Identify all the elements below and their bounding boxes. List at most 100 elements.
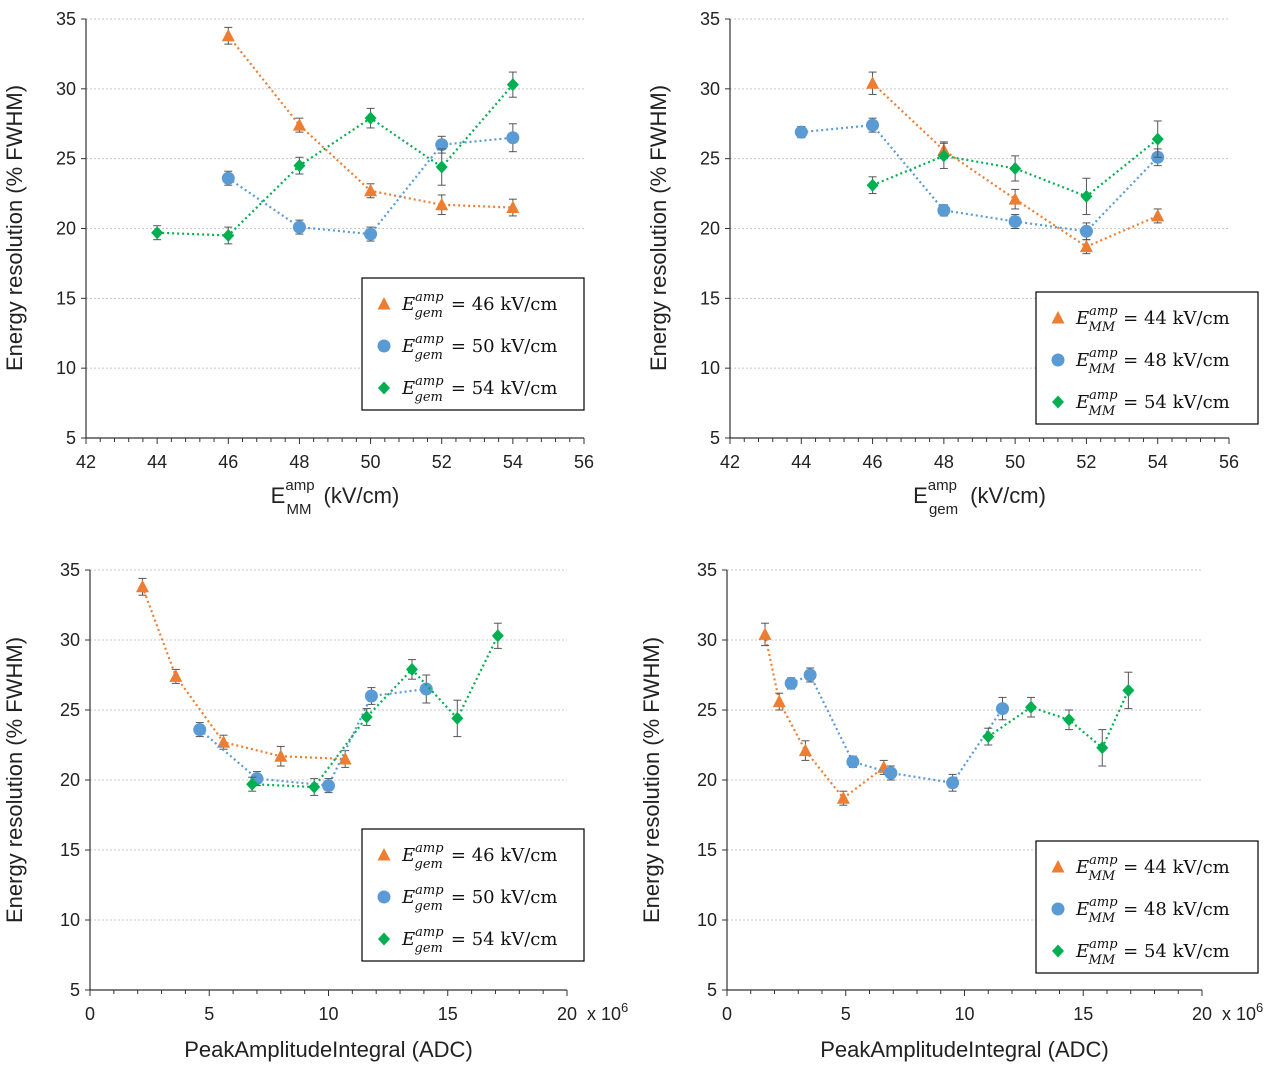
legend-label-main: E bbox=[401, 887, 415, 908]
chart-panel-2: 5 10 15 20 25 30 35 42 44 46 48 50 52 54 56 Energy reso… bbox=[646, 9, 1259, 518]
y-tick-label: 15 bbox=[700, 288, 720, 308]
x-axis-title: PeakAmplitudeIntegral (ADC) bbox=[820, 1037, 1109, 1062]
legend-label-sup: amp bbox=[415, 290, 444, 305]
series-1 bbox=[758, 622, 891, 806]
legend-box bbox=[1035, 291, 1259, 425]
data-point bbox=[338, 752, 352, 765]
series-line bbox=[157, 83, 514, 237]
data-point bbox=[1096, 741, 1109, 755]
y-tick-label: 5 bbox=[710, 428, 720, 448]
legend-label-value: = 54 kV/cm bbox=[1123, 941, 1230, 962]
legend-label-sub: gem bbox=[415, 390, 443, 405]
y-tick-label: 15 bbox=[56, 288, 76, 308]
series-2 bbox=[193, 674, 433, 794]
legend-label-sub: MM bbox=[1088, 362, 1116, 377]
data-point bbox=[1008, 215, 1022, 229]
x-multiplier: x 106 bbox=[587, 1000, 628, 1024]
data-point bbox=[1080, 189, 1093, 203]
legend-label-main: E bbox=[1075, 941, 1089, 962]
x-tick-label: 44 bbox=[147, 452, 167, 472]
series-line bbox=[198, 687, 427, 787]
x-tick-label: 54 bbox=[1148, 452, 1168, 472]
legend-label: Eamp MM = 54 kV/cm bbox=[1075, 937, 1230, 968]
data-point bbox=[1079, 224, 1093, 238]
legend-label-sub: MM bbox=[1088, 320, 1116, 335]
y-tick-label: 25 bbox=[56, 149, 76, 169]
x-tick-label: 20 bbox=[1192, 1004, 1212, 1024]
legend-label-value: = 50 kV/cm bbox=[451, 887, 558, 908]
y-tick-label: 30 bbox=[700, 79, 720, 99]
legend-label-value: = 50 kV/cm bbox=[451, 336, 558, 357]
legend-label-sup: amp bbox=[1089, 346, 1118, 361]
legend-label: Eamp MM = 48 kV/cm bbox=[1075, 346, 1230, 377]
legend-label-value: = 44 kV/cm bbox=[1123, 857, 1230, 878]
data-point bbox=[292, 220, 306, 234]
legend-label-sub: gem bbox=[415, 941, 443, 956]
series-1 bbox=[866, 71, 1165, 255]
x-tick-label: 50 bbox=[361, 452, 381, 472]
y-tick-label: 10 bbox=[700, 358, 720, 378]
y-tick-label: 10 bbox=[697, 910, 717, 930]
y-tick-label: 35 bbox=[56, 9, 76, 29]
y-tick-label: 15 bbox=[697, 840, 717, 860]
legend-label-value: = 54 kV/cm bbox=[451, 929, 558, 950]
data-point bbox=[937, 149, 950, 163]
legend-marker bbox=[377, 848, 391, 861]
legend-marker bbox=[378, 381, 390, 395]
legend-label: Eamp gem = 54 kV/cm bbox=[401, 374, 557, 405]
series-line bbox=[872, 138, 1159, 198]
x-axis-title-main: E bbox=[271, 483, 286, 508]
x-axis-title: PeakAmplitudeIntegral (ADC) bbox=[184, 1037, 473, 1062]
x-tick-label: 15 bbox=[1073, 1004, 1093, 1024]
data-point bbox=[803, 668, 817, 682]
series-line bbox=[252, 635, 499, 789]
data-point bbox=[169, 669, 183, 682]
y-tick-label: 35 bbox=[697, 560, 717, 580]
x-tick-label: 20 bbox=[557, 1004, 577, 1024]
legend-label: Eamp gem = 50 kV/cm bbox=[401, 332, 557, 363]
legend-label-value: = 54 kV/cm bbox=[451, 378, 558, 399]
x-tick-label: 15 bbox=[438, 1004, 458, 1024]
y-tick-label: 25 bbox=[700, 149, 720, 169]
x-tick-label: 48 bbox=[289, 452, 309, 472]
x-tick-label: 56 bbox=[1219, 452, 1239, 472]
y-tick-label: 5 bbox=[70, 980, 80, 1000]
series-2 bbox=[784, 667, 1009, 792]
legend-label-main: E bbox=[1075, 857, 1089, 878]
legend-label-value: = 54 kV/cm bbox=[1123, 392, 1230, 413]
data-point bbox=[360, 710, 373, 724]
x-multiplier-exponent: 6 bbox=[1256, 1000, 1263, 1015]
legend-label-sub: gem bbox=[415, 857, 443, 872]
data-point bbox=[151, 226, 164, 240]
legend-label-value: = 44 kV/cm bbox=[1123, 308, 1230, 329]
legend-label-value: = 48 kV/cm bbox=[1123, 350, 1230, 371]
data-point bbox=[1151, 208, 1165, 222]
legend-label-main: E bbox=[401, 845, 415, 866]
data-point bbox=[293, 159, 306, 173]
legend-marker bbox=[1051, 311, 1065, 324]
data-point bbox=[1009, 161, 1022, 175]
data-point bbox=[836, 791, 850, 804]
data-point bbox=[364, 689, 378, 703]
x-axis-title-sub: gem bbox=[929, 501, 958, 518]
data-point bbox=[221, 28, 235, 42]
legend-label-value: = 46 kV/cm bbox=[451, 845, 558, 866]
y-tick-label: 35 bbox=[700, 9, 720, 29]
legend-label: Eamp MM = 54 kV/cm bbox=[1075, 388, 1230, 419]
y-axis-title: Energy resolution (% FWHM) bbox=[2, 637, 27, 923]
data-point bbox=[798, 743, 812, 757]
data-point bbox=[274, 749, 288, 762]
x-axis-title-main: E bbox=[913, 483, 928, 508]
data-point bbox=[193, 723, 207, 737]
legend-marker bbox=[1051, 860, 1065, 873]
legend-label: Eamp gem = 46 kV/cm bbox=[401, 841, 557, 872]
legend-label-sub: MM bbox=[1088, 404, 1116, 419]
x-axis-title-sup: amp bbox=[285, 477, 314, 494]
x-tick-label: 44 bbox=[791, 452, 811, 472]
series-line bbox=[871, 82, 1159, 248]
